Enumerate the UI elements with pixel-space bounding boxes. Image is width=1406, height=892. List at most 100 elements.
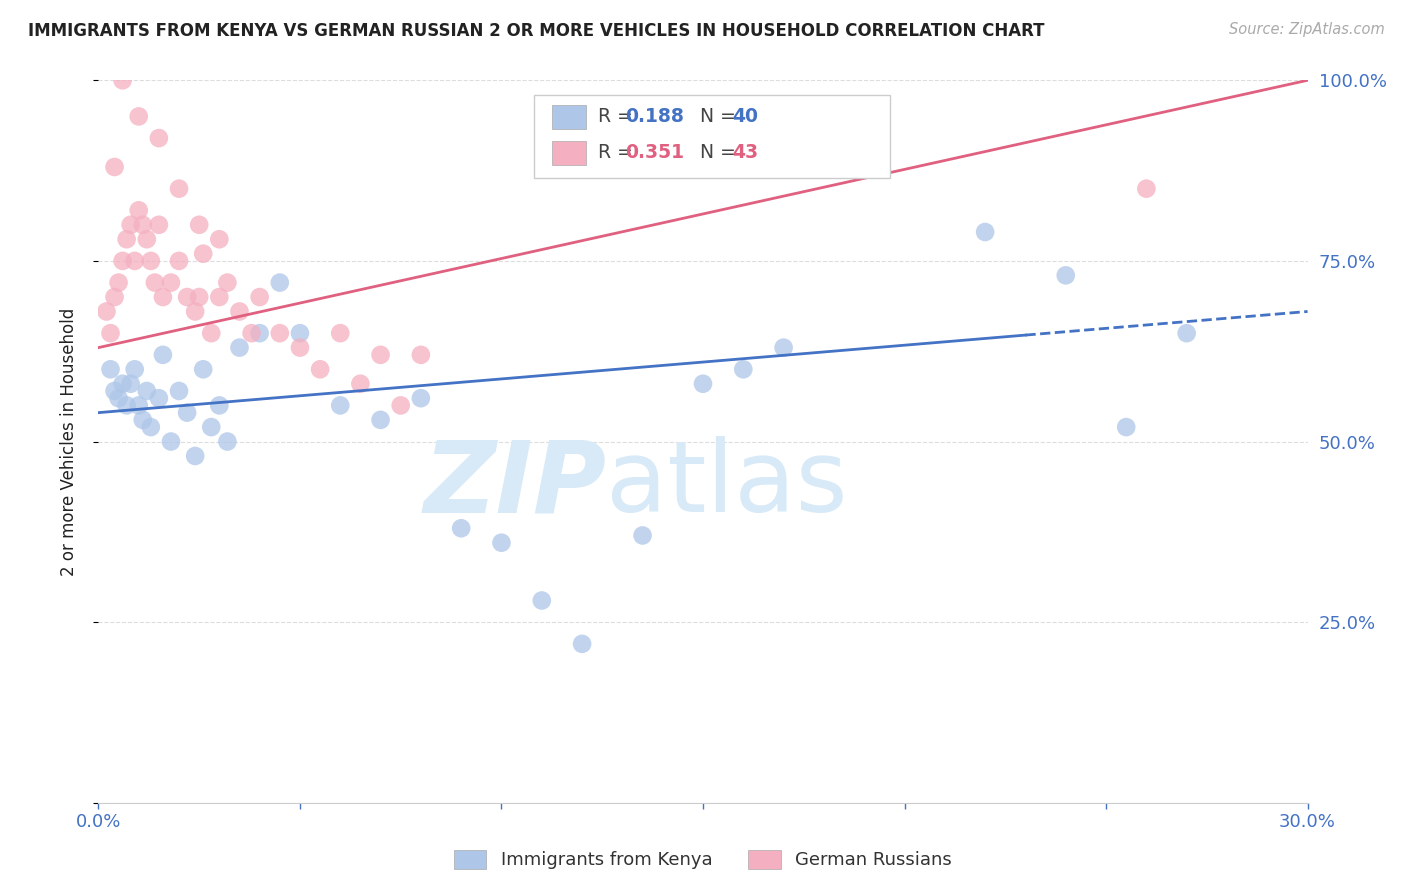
- Point: [249, 326, 271, 341]
- Point: [329, 398, 352, 412]
- Point: [111, 73, 134, 87]
- Text: atlas: atlas: [606, 436, 848, 533]
- Point: [200, 420, 222, 434]
- Point: [309, 362, 332, 376]
- Point: [329, 326, 352, 341]
- Point: [240, 326, 263, 341]
- Point: [128, 109, 150, 123]
- Text: IMMIGRANTS FROM KENYA VS GERMAN RUSSIAN 2 OR MORE VEHICLES IN HOUSEHOLD CORRELAT: IMMIGRANTS FROM KENYA VS GERMAN RUSSIAN …: [28, 22, 1045, 40]
- Point: [167, 384, 190, 398]
- Point: [124, 253, 146, 268]
- Y-axis label: 2 or more Vehicles in Household: 2 or more Vehicles in Household: [59, 308, 77, 575]
- Point: [733, 362, 755, 376]
- Point: [631, 528, 654, 542]
- Point: [120, 218, 142, 232]
- Point: [217, 276, 239, 290]
- Point: [772, 341, 794, 355]
- Point: [188, 218, 211, 232]
- Point: [167, 182, 190, 196]
- Point: [139, 253, 162, 268]
- Point: [135, 384, 157, 398]
- Point: [139, 420, 162, 434]
- Text: 43: 43: [733, 143, 758, 162]
- Point: [96, 304, 118, 318]
- Point: [148, 131, 170, 145]
- Point: [148, 218, 170, 232]
- Point: [103, 160, 125, 174]
- Point: [135, 232, 157, 246]
- Point: [288, 326, 311, 341]
- Bar: [551, 141, 586, 165]
- Point: [188, 290, 211, 304]
- Point: [208, 398, 231, 412]
- Point: [120, 376, 142, 391]
- Point: [491, 535, 513, 549]
- Point: [167, 253, 190, 268]
- Point: [409, 391, 432, 405]
- Text: N =: N =: [689, 143, 742, 162]
- Point: [148, 391, 170, 405]
- Point: [1115, 420, 1137, 434]
- Point: [288, 341, 311, 355]
- Point: [107, 391, 129, 405]
- Point: [128, 398, 150, 412]
- Point: [370, 348, 392, 362]
- Bar: [551, 105, 586, 128]
- Point: [160, 434, 183, 449]
- Text: 40: 40: [733, 107, 758, 126]
- Point: [409, 348, 432, 362]
- Legend: Immigrants from Kenya, German Russians: Immigrants from Kenya, German Russians: [444, 841, 962, 879]
- Point: [103, 290, 125, 304]
- Point: [176, 290, 198, 304]
- Point: [249, 290, 271, 304]
- Point: [228, 304, 250, 318]
- Point: [152, 348, 174, 362]
- Point: [269, 276, 291, 290]
- Point: [208, 232, 231, 246]
- Point: [160, 276, 183, 290]
- Point: [124, 362, 146, 376]
- Point: [103, 384, 125, 398]
- Text: R =: R =: [598, 143, 638, 162]
- Point: [228, 341, 250, 355]
- Point: [184, 449, 207, 463]
- Text: 0.188: 0.188: [626, 107, 685, 126]
- Point: [132, 218, 155, 232]
- Point: [193, 246, 215, 260]
- Point: [128, 203, 150, 218]
- Point: [370, 413, 392, 427]
- Point: [184, 304, 207, 318]
- Point: [152, 290, 174, 304]
- Point: [692, 376, 714, 391]
- Point: [200, 326, 222, 341]
- Point: [193, 362, 215, 376]
- Point: [143, 276, 166, 290]
- Point: [269, 326, 291, 341]
- Point: [111, 376, 134, 391]
- Point: [349, 376, 371, 391]
- Point: [132, 413, 155, 427]
- Point: [1135, 182, 1157, 196]
- Point: [389, 398, 412, 412]
- Point: [107, 276, 129, 290]
- Text: ZIP: ZIP: [423, 436, 606, 533]
- Point: [115, 398, 138, 412]
- Point: [100, 326, 122, 341]
- Text: N =: N =: [689, 107, 742, 126]
- Point: [530, 593, 553, 607]
- Text: 0.351: 0.351: [626, 143, 685, 162]
- Point: [974, 225, 997, 239]
- Point: [111, 253, 134, 268]
- FancyBboxPatch shape: [534, 95, 890, 178]
- Text: R =: R =: [598, 107, 638, 126]
- Point: [176, 406, 198, 420]
- Point: [450, 521, 472, 535]
- Point: [208, 290, 231, 304]
- Text: Source: ZipAtlas.com: Source: ZipAtlas.com: [1229, 22, 1385, 37]
- Point: [1054, 268, 1077, 283]
- Point: [571, 637, 593, 651]
- Point: [115, 232, 138, 246]
- Point: [100, 362, 122, 376]
- Point: [1175, 326, 1198, 341]
- Point: [217, 434, 239, 449]
